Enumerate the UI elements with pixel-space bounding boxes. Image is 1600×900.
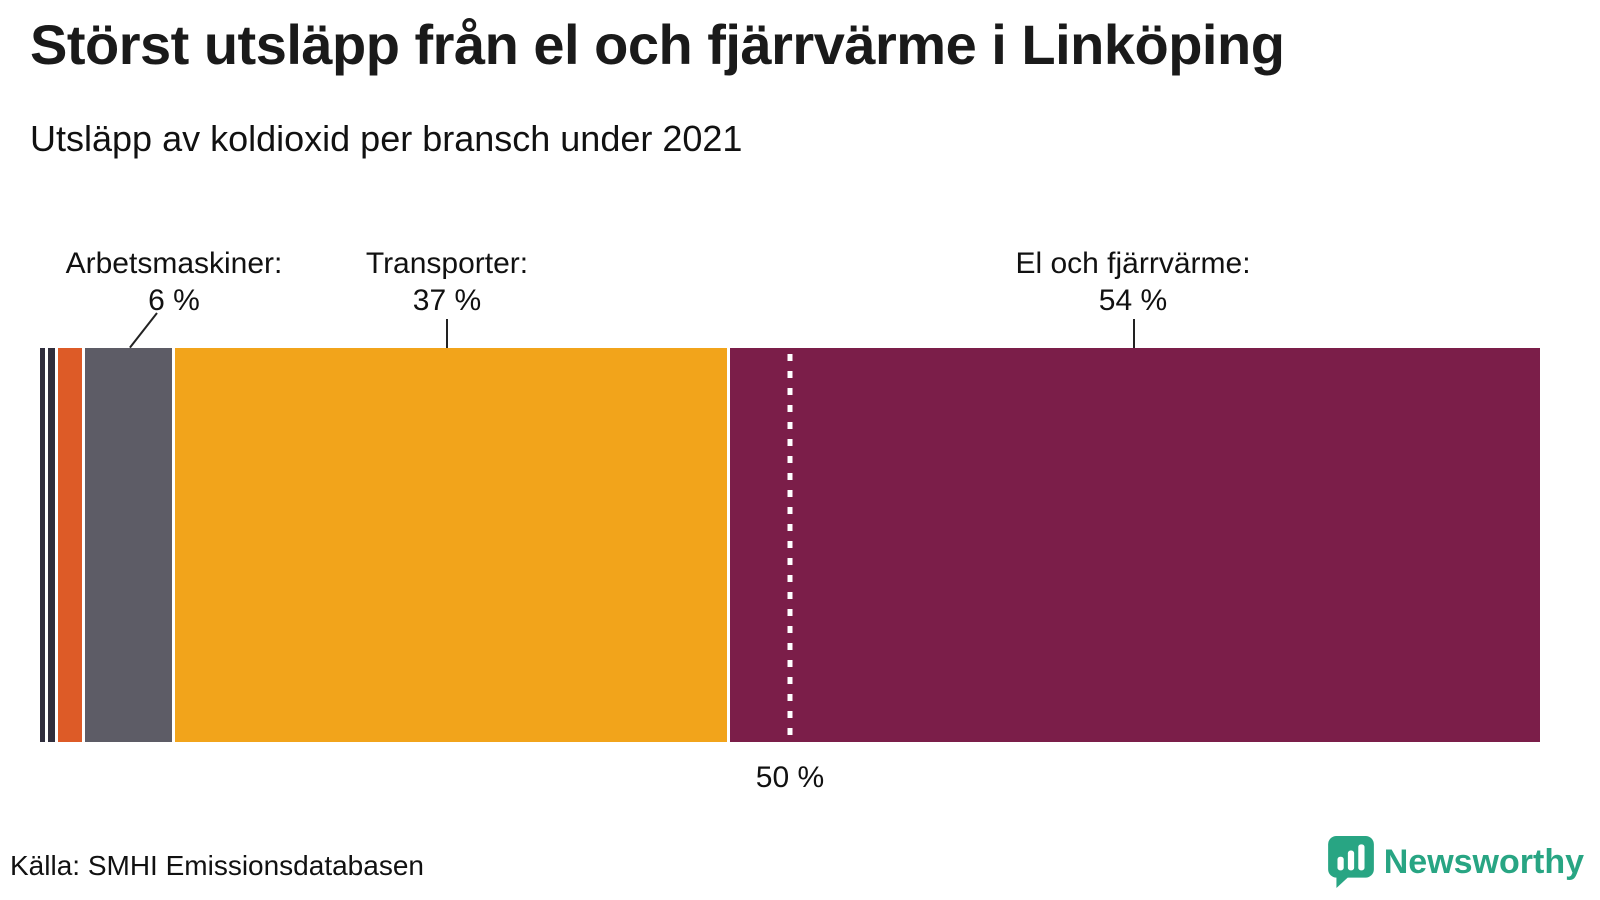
- newsworthy-wordmark: Newsworthy: [1383, 842, 1584, 881]
- source-text: Källa: SMHI Emissionsdatabasen: [10, 850, 424, 881]
- annotation-transporter: Transporter: 37 %: [366, 245, 528, 319]
- annotation-value: 54 %: [1098, 284, 1168, 317]
- annotation-label: El och fjärrvärme:: [1015, 247, 1251, 280]
- bar-segment-el-och-fj-rrv-rme: [730, 348, 1540, 742]
- annotation-arbetsmaskiner: Arbetsmaskiner: 6 %: [66, 245, 283, 319]
- bar-segment-transporter: [175, 348, 730, 742]
- page-title: Störst utsläpp från el och fjärrvärme i …: [30, 13, 1285, 76]
- annotation-label: Transporter:: [365, 247, 529, 280]
- reference-line-50-percent: [787, 354, 793, 736]
- annotation-label: Arbetsmaskiner:: [65, 247, 283, 280]
- stacked-bar: [40, 348, 1540, 742]
- annotation-value: 37 %: [412, 284, 482, 317]
- bar-segment-1: [47, 348, 58, 742]
- stacked-bar-chart: Arbetsmaskiner: 6 % Transporter: 37 % El…: [0, 245, 1600, 865]
- annotation-el-och-fjarrvarme: El och fjärrvärme: 54 %: [1015, 245, 1250, 319]
- bar-area: [40, 348, 1540, 742]
- page-subtitle: Utsläpp av koldioxid per bransch under 2…: [30, 118, 743, 159]
- leader-line-el-och-fjarrvarme: [1133, 319, 1135, 348]
- bar-segment-2: [58, 348, 85, 742]
- newsworthy-logo: Newsworthy: [1327, 836, 1584, 888]
- bar-segment-arbetsmaskiner: [85, 348, 175, 742]
- newsworthy-logo-icon: [1327, 836, 1374, 888]
- bar-segment-0: [40, 348, 48, 742]
- leader-line-transporter: [446, 319, 448, 348]
- annotation-value: 6 %: [148, 284, 200, 317]
- reference-line-label: 50 %: [755, 761, 825, 794]
